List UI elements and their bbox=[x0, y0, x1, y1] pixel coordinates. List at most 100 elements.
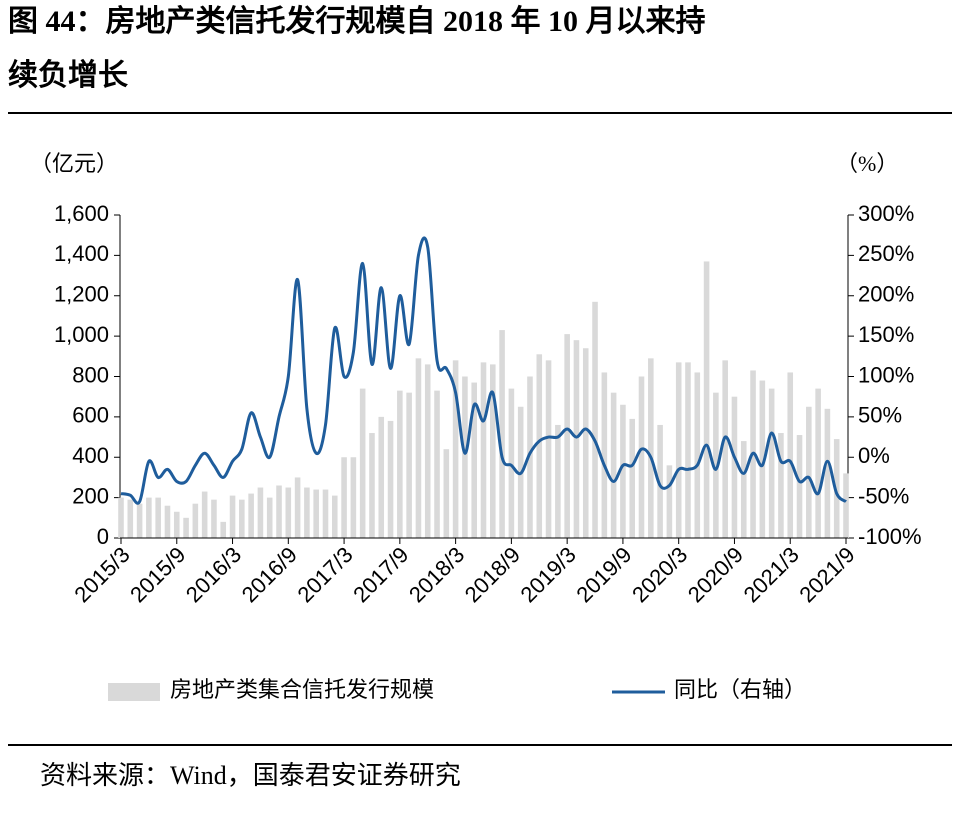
bar bbox=[657, 424, 663, 538]
x-tick-label: 2021/9 bbox=[794, 542, 859, 607]
bar bbox=[796, 435, 803, 538]
bar bbox=[378, 416, 385, 538]
bar bbox=[369, 433, 375, 538]
x-tick-label: 2018/9 bbox=[460, 542, 525, 607]
y2-unit: （%） bbox=[836, 151, 898, 176]
bar bbox=[536, 354, 543, 538]
bar bbox=[304, 487, 310, 538]
y-tick-label: 600 bbox=[72, 403, 109, 428]
bar bbox=[331, 495, 338, 538]
y-tick-label: 800 bbox=[72, 362, 109, 387]
bar bbox=[452, 360, 459, 538]
bar bbox=[740, 441, 747, 538]
x-tick-label: 2020/3 bbox=[627, 542, 692, 607]
bar bbox=[833, 439, 840, 538]
x-tick-label: 2019/3 bbox=[516, 542, 581, 607]
bar bbox=[173, 511, 180, 538]
bar bbox=[136, 503, 143, 538]
x-tick-label: 2019/9 bbox=[571, 542, 636, 607]
bar bbox=[573, 340, 580, 538]
legend-swatch bbox=[108, 683, 160, 701]
y2-tick-label: 250% bbox=[858, 241, 914, 266]
bar bbox=[443, 449, 450, 538]
y-tick-label: 0 bbox=[97, 524, 109, 549]
bar bbox=[787, 372, 794, 538]
bar bbox=[211, 499, 217, 538]
bar bbox=[582, 348, 589, 538]
bar bbox=[350, 457, 357, 538]
bar bbox=[620, 404, 626, 538]
bar bbox=[127, 499, 134, 538]
bar bbox=[341, 457, 347, 538]
y2-tick-label: 300% bbox=[858, 201, 914, 226]
bar bbox=[592, 301, 598, 538]
x-tick-label: 2021/3 bbox=[739, 542, 804, 607]
bar bbox=[629, 418, 636, 538]
x-tick-label: 2017/9 bbox=[348, 542, 413, 607]
bar bbox=[155, 497, 161, 538]
bar bbox=[285, 487, 292, 538]
bar bbox=[638, 376, 645, 538]
bar bbox=[815, 388, 821, 538]
y-tick-label: 400 bbox=[72, 443, 109, 468]
bar bbox=[239, 499, 245, 538]
bar bbox=[601, 372, 608, 538]
y-tick-label: 200 bbox=[72, 483, 109, 508]
bar bbox=[768, 388, 775, 538]
bar bbox=[694, 372, 701, 538]
bar bbox=[666, 465, 673, 538]
bar bbox=[359, 388, 366, 538]
y2-tick-label: 200% bbox=[858, 282, 914, 307]
x-tick-label: 2017/3 bbox=[292, 542, 357, 607]
bar bbox=[490, 364, 496, 538]
bar bbox=[648, 358, 654, 538]
bar bbox=[415, 358, 422, 538]
bar bbox=[685, 362, 691, 538]
bar bbox=[499, 330, 505, 538]
x-tick-label: 2016/9 bbox=[237, 542, 302, 607]
bar bbox=[462, 376, 468, 538]
x-tick-label: 2018/3 bbox=[404, 542, 469, 607]
bar bbox=[806, 406, 812, 538]
bar bbox=[397, 390, 403, 538]
bar bbox=[192, 503, 199, 538]
bar bbox=[508, 388, 515, 538]
bar bbox=[731, 396, 738, 538]
bar bbox=[201, 491, 208, 538]
bar bbox=[703, 261, 710, 538]
bar bbox=[722, 360, 728, 538]
line bbox=[120, 236, 847, 505]
bar bbox=[713, 392, 719, 538]
y-unit: （亿元） bbox=[30, 151, 118, 176]
bar bbox=[434, 390, 440, 538]
bar bbox=[778, 433, 784, 538]
bar bbox=[555, 424, 561, 538]
bar bbox=[164, 505, 171, 538]
bar bbox=[183, 517, 189, 538]
y2-tick-label: 100% bbox=[858, 362, 914, 387]
bar bbox=[545, 360, 552, 538]
bar bbox=[229, 495, 236, 538]
y-tick-label: 1,000 bbox=[54, 322, 109, 347]
bar bbox=[294, 477, 301, 538]
y2-tick-label: -100% bbox=[858, 524, 922, 549]
bar bbox=[387, 420, 394, 538]
y2-tick-label: 0% bbox=[858, 443, 890, 468]
bar bbox=[824, 408, 831, 538]
bar bbox=[527, 376, 533, 538]
bar bbox=[564, 334, 570, 538]
bar bbox=[610, 392, 617, 538]
y-tick-label: 1,400 bbox=[54, 241, 109, 266]
bar bbox=[220, 521, 227, 538]
chart-title: 图 44：房地产类信托发行规模自 2018 年 10 月以来持续负增长 bbox=[8, 5, 706, 92]
bar bbox=[313, 489, 319, 538]
bar bbox=[480, 362, 487, 538]
source: 资料来源：Wind，国泰君安证券研究 bbox=[40, 761, 461, 790]
bar bbox=[257, 487, 264, 538]
bar bbox=[146, 497, 152, 538]
y2-tick-label: -50% bbox=[858, 483, 909, 508]
legend-label: 房地产类集合信托发行规模 bbox=[170, 677, 434, 702]
x-tick-label: 2015/9 bbox=[125, 542, 190, 607]
bar bbox=[276, 485, 282, 538]
